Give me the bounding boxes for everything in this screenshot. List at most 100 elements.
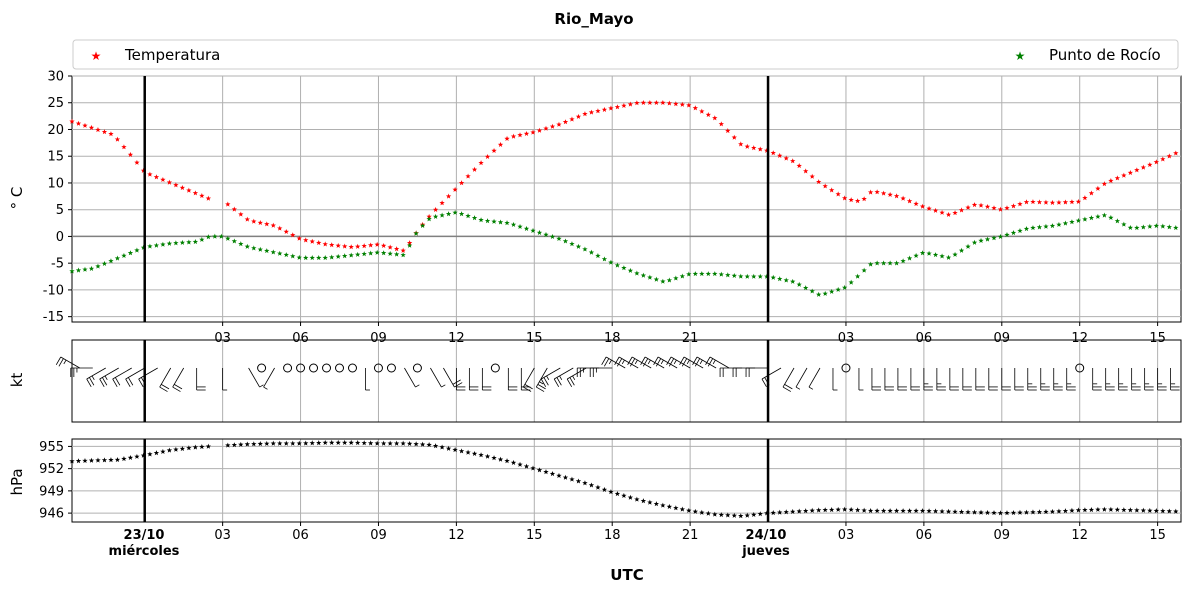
data-point — [1140, 164, 1146, 170]
data-point — [991, 510, 997, 516]
wind-barb-flag — [559, 375, 563, 381]
wind-barb-flag — [572, 375, 576, 381]
data-point — [861, 196, 867, 202]
wind-barb-flag — [102, 377, 108, 386]
data-point — [705, 271, 711, 277]
calm-wind-circle — [1075, 363, 1085, 373]
data-point — [225, 201, 231, 207]
data-point — [562, 119, 569, 125]
data-point — [666, 503, 673, 509]
data-point — [322, 255, 328, 261]
data-point — [978, 509, 984, 515]
data-point — [1075, 217, 1082, 223]
data-point — [1147, 507, 1153, 513]
wind-barb — [709, 356, 730, 369]
data-point — [673, 505, 679, 511]
data-point — [1069, 199, 1075, 205]
data-point — [335, 439, 341, 445]
data-point — [432, 443, 439, 449]
data-point — [458, 211, 465, 217]
data-point — [816, 179, 822, 185]
data-point — [1023, 199, 1030, 205]
data-point — [614, 262, 621, 268]
data-point — [783, 277, 789, 283]
data-point — [569, 241, 575, 247]
data-point — [848, 506, 854, 512]
data-point — [751, 145, 757, 151]
data-point — [666, 100, 673, 106]
wind-barb-flag — [707, 358, 714, 367]
data-point — [919, 250, 926, 256]
wind-barb-flag — [55, 356, 62, 365]
data-point — [725, 272, 731, 278]
data-point — [757, 146, 763, 152]
data-point — [926, 508, 932, 514]
data-point — [491, 455, 497, 461]
panel-frame — [71, 339, 1182, 423]
data-point — [478, 217, 484, 223]
data-point — [361, 251, 367, 257]
wind-barb-flag — [536, 386, 545, 392]
data-point — [1069, 507, 1075, 513]
wind-barb-flag — [161, 384, 170, 390]
wind-barb — [86, 367, 106, 380]
data-point — [582, 246, 588, 252]
data-point — [952, 210, 958, 216]
data-point — [348, 244, 354, 250]
data-point — [270, 440, 276, 446]
data-point — [809, 288, 815, 294]
data-point — [1160, 223, 1166, 229]
y-tick-label: 955 — [39, 440, 64, 455]
data-point — [484, 218, 491, 224]
data-point — [1140, 224, 1146, 230]
data-point — [770, 274, 776, 280]
data-point — [854, 273, 861, 279]
data-point — [504, 220, 510, 226]
data-point — [777, 152, 783, 158]
data-point — [1166, 508, 1172, 514]
wind-barb-flag — [642, 358, 649, 367]
data-point — [1114, 218, 1121, 224]
data-point — [1121, 221, 1127, 227]
x-tick-label: 06 — [292, 331, 309, 346]
data-point — [1010, 230, 1017, 236]
data-point — [1049, 223, 1056, 229]
data-point — [108, 457, 114, 463]
data-point — [140, 167, 147, 173]
data-point — [932, 207, 939, 213]
data-point — [984, 236, 991, 242]
data-point — [329, 242, 335, 248]
wind-barb-flag — [679, 356, 685, 365]
data-point — [978, 237, 984, 243]
data-point — [1101, 181, 1108, 187]
data-point — [926, 250, 932, 256]
data-point — [1043, 223, 1049, 229]
data-point — [595, 253, 601, 259]
wind-barb — [761, 367, 782, 380]
data-point — [1153, 223, 1159, 229]
wind-barb-flag — [660, 359, 664, 365]
data-point — [1023, 509, 1030, 515]
data-point — [829, 507, 835, 513]
data-point — [829, 288, 835, 294]
data-point — [1043, 199, 1049, 205]
data-point — [673, 101, 679, 107]
data-point — [647, 274, 653, 280]
wind-barb — [782, 367, 795, 388]
data-point — [1134, 167, 1140, 173]
data-point — [556, 235, 562, 241]
x-tick-label: 09 — [994, 528, 1011, 543]
data-point — [1056, 199, 1062, 205]
wind-barb-flag — [543, 377, 549, 386]
data-point — [640, 99, 647, 105]
wind-barb — [535, 367, 548, 388]
wind-barb-flag — [537, 384, 546, 390]
data-point — [1075, 507, 1082, 513]
date-marker-1-weekday: miércoles — [109, 544, 180, 559]
data-point — [381, 440, 387, 446]
data-point — [140, 452, 147, 458]
data-point — [712, 115, 718, 121]
data-point — [900, 195, 906, 201]
data-point — [400, 440, 406, 446]
